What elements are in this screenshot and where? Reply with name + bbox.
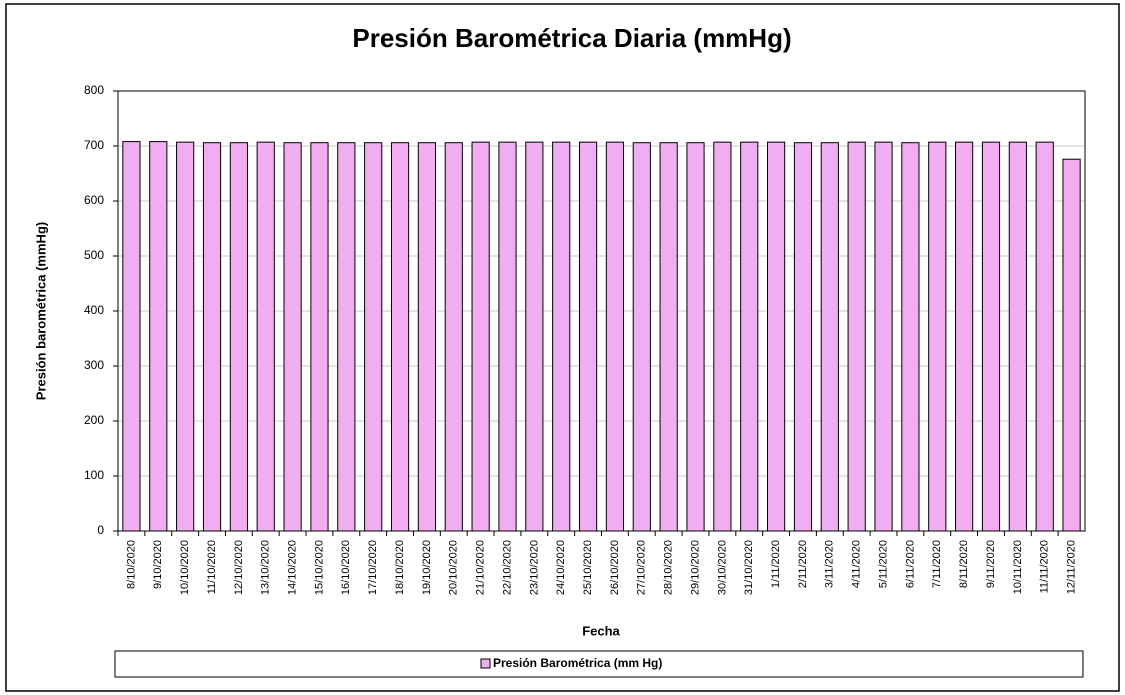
legend-box bbox=[114, 650, 1084, 678]
x-tick-label: 23/10/2020 bbox=[528, 540, 540, 595]
x-tick-label: 10/11/2020 bbox=[1012, 540, 1024, 594]
bar bbox=[981, 141, 1001, 532]
bar bbox=[444, 142, 463, 532]
bar bbox=[928, 141, 947, 532]
bar bbox=[713, 141, 732, 532]
bar bbox=[820, 142, 839, 532]
x-tick-label: 18/10/2020 bbox=[394, 540, 406, 595]
x-tick-label: 15/10/2020 bbox=[313, 540, 325, 595]
bar bbox=[256, 141, 275, 532]
x-tick-label: 12/11/2020 bbox=[1065, 540, 1077, 594]
bar bbox=[874, 141, 893, 532]
x-tick-label: 27/10/2020 bbox=[636, 540, 648, 595]
x-tick-label: 12/10/2020 bbox=[233, 540, 245, 595]
x-tick-label: 6/11/2020 bbox=[904, 540, 916, 588]
legend-label: Presión Barométrica (mm Hg) bbox=[493, 656, 662, 670]
bar bbox=[525, 141, 544, 532]
bar bbox=[390, 142, 410, 532]
x-tick-label: 25/10/2020 bbox=[582, 540, 594, 595]
legend-swatch bbox=[480, 658, 491, 669]
bar bbox=[632, 142, 651, 532]
y-axis-label: Presión barométrica (mmHg) bbox=[33, 222, 48, 400]
x-tick-label: 30/10/2020 bbox=[716, 540, 728, 595]
bar bbox=[767, 141, 786, 532]
x-tick-label: 9/10/2020 bbox=[152, 540, 164, 589]
bar bbox=[793, 142, 813, 532]
y-tick-label: 0 bbox=[97, 523, 104, 537]
bar bbox=[847, 141, 866, 532]
x-tick-label: 28/10/2020 bbox=[663, 540, 675, 595]
bar bbox=[229, 142, 248, 532]
y-tick-label: 100 bbox=[84, 468, 104, 482]
bar bbox=[955, 141, 974, 532]
bar bbox=[1008, 141, 1027, 532]
x-tick-label: 20/10/2020 bbox=[448, 540, 460, 595]
bar bbox=[1035, 141, 1054, 532]
x-tick-label: 21/10/2020 bbox=[475, 540, 487, 595]
x-tick-label: 17/10/2020 bbox=[367, 540, 379, 595]
y-tick-label: 500 bbox=[84, 248, 104, 262]
bar bbox=[1062, 158, 1081, 532]
x-tick-label: 9/11/2020 bbox=[985, 540, 997, 588]
y-tick-label: 800 bbox=[84, 83, 104, 97]
y-tick-label: 600 bbox=[84, 193, 104, 207]
bar bbox=[740, 141, 759, 532]
x-tick-label: 10/10/2020 bbox=[179, 540, 191, 595]
x-tick-label: 2/11/2020 bbox=[797, 540, 809, 588]
y-tick-label: 700 bbox=[84, 138, 104, 152]
bar bbox=[659, 142, 678, 532]
bar bbox=[605, 141, 625, 532]
bar bbox=[552, 141, 571, 532]
bar bbox=[122, 141, 141, 532]
bar bbox=[578, 141, 598, 532]
y-tick-label: 200 bbox=[84, 413, 104, 427]
x-tick-label: 24/10/2020 bbox=[555, 540, 567, 595]
x-tick-label: 11/10/2020 bbox=[206, 540, 218, 594]
x-tick-label: 31/10/2020 bbox=[743, 540, 755, 595]
y-tick-label: 400 bbox=[84, 303, 104, 317]
x-tick-label: 11/11/2020 bbox=[1039, 540, 1051, 593]
x-tick-label: 14/10/2020 bbox=[287, 540, 299, 595]
x-tick-label: 16/10/2020 bbox=[340, 540, 352, 595]
bar bbox=[417, 142, 436, 532]
x-tick-label: 3/11/2020 bbox=[824, 540, 836, 588]
bar bbox=[471, 141, 490, 532]
bar bbox=[337, 142, 356, 532]
x-tick-label: 1/11/2020 bbox=[770, 540, 782, 588]
x-tick-label: 29/10/2020 bbox=[689, 540, 701, 595]
x-tick-label: 19/10/2020 bbox=[421, 540, 433, 595]
bar bbox=[901, 142, 920, 532]
x-tick-label: 7/11/2020 bbox=[931, 540, 943, 588]
bar bbox=[176, 141, 195, 532]
bar bbox=[686, 142, 705, 532]
x-tick-label: 4/11/2020 bbox=[851, 540, 863, 588]
x-tick-label: 8/11/2020 bbox=[958, 540, 970, 588]
bar bbox=[498, 141, 517, 532]
x-axis-label: Fecha bbox=[582, 623, 620, 638]
x-tick-label: 13/10/2020 bbox=[260, 540, 272, 595]
bar bbox=[283, 142, 302, 532]
bar bbox=[149, 141, 168, 532]
x-tick-label: 26/10/2020 bbox=[609, 540, 621, 595]
x-tick-label: 22/10/2020 bbox=[501, 540, 513, 595]
chart-title: Presión Barométrica Diaria (mmHg) bbox=[352, 23, 791, 53]
bar bbox=[202, 142, 222, 532]
bar bbox=[310, 142, 329, 532]
x-tick-label: 5/11/2020 bbox=[877, 540, 889, 588]
plot-border bbox=[117, 90, 1086, 532]
bar bbox=[364, 142, 383, 532]
y-tick-label: 300 bbox=[84, 358, 104, 372]
x-tick-label: 8/10/2020 bbox=[125, 540, 137, 589]
